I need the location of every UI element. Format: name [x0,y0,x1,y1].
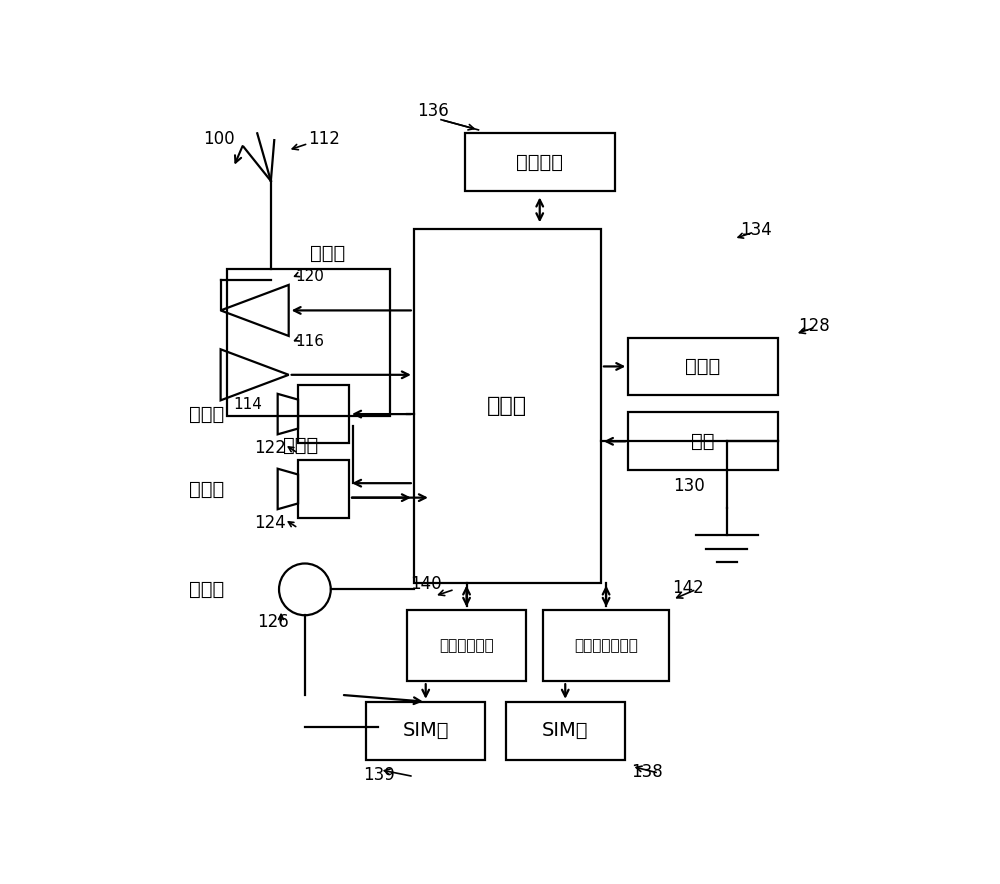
Text: 非易失性存储器: 非易失性存储器 [574,638,638,653]
Text: SIM卡: SIM卡 [402,721,449,740]
Bar [628,338,778,395]
Bar [543,610,669,682]
Bar [298,385,349,443]
Text: 138: 138 [632,763,663,781]
Text: 136: 136 [417,103,449,120]
Text: 输入: 输入 [691,431,715,451]
Text: 142: 142 [672,579,704,597]
Text: 处理器: 处理器 [487,395,527,415]
Bar [298,460,349,518]
Text: 124: 124 [254,514,286,532]
Text: 130: 130 [673,476,705,495]
Text: 显示器: 显示器 [685,357,721,376]
Text: 接收器: 接收器 [283,436,318,455]
Text: 扩音器: 扩音器 [189,580,224,598]
Bar [465,133,615,191]
Text: SIM卡: SIM卡 [542,721,589,740]
Text: 126: 126 [257,613,289,631]
Text: 116: 116 [295,334,324,349]
Bar [366,702,485,759]
Bar [407,610,526,682]
Bar [227,270,390,415]
Bar [628,412,778,470]
Text: 112: 112 [308,130,340,148]
Text: 122: 122 [254,439,286,457]
Text: 140: 140 [410,575,442,593]
Text: 扬声器: 扬声器 [189,479,224,499]
Text: 139: 139 [363,766,395,784]
Text: 120: 120 [295,270,324,285]
Bar [414,229,601,583]
Text: 发射器: 发射器 [310,244,346,263]
Bar [506,702,625,759]
Text: 易失性存储器: 易失性存储器 [439,638,494,653]
Text: 100: 100 [203,130,234,148]
Text: 128: 128 [798,316,830,335]
Text: 振铃器: 振铃器 [189,405,224,423]
Text: 相机模块: 相机模块 [516,153,563,171]
Text: 114: 114 [233,397,262,412]
Text: 134: 134 [741,221,772,240]
